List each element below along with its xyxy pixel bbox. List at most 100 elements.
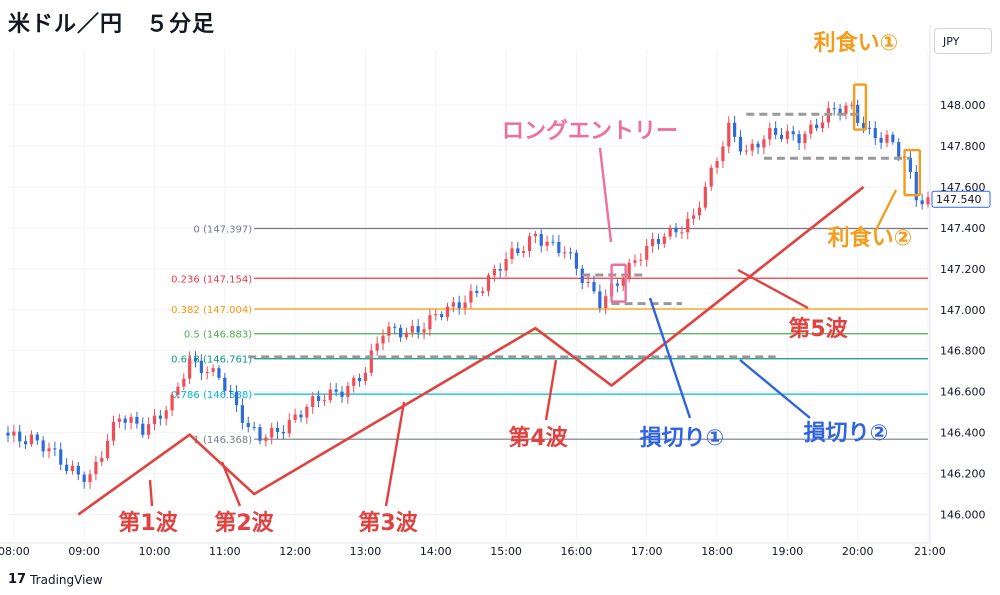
price-tick-label: 146.400	[940, 427, 986, 440]
annotation-connector	[598, 147, 613, 243]
candle-body	[70, 465, 75, 471]
candle-body	[703, 186, 707, 208]
candle-body	[182, 378, 186, 387]
time-tick-label: 19:00	[772, 545, 804, 558]
price-tick-label: 147.200	[940, 263, 986, 276]
time-tick-label: 14:00	[420, 545, 452, 558]
candle-body	[885, 134, 889, 143]
candle-body	[850, 104, 854, 106]
fib-level-label: 0.786 (146.588)	[171, 390, 252, 401]
candle-body	[147, 424, 151, 435]
annotation-label: 第4波	[508, 425, 568, 451]
time-tick-label: 21:00	[914, 545, 946, 558]
candle-body	[469, 290, 473, 303]
time-tick-label: 12:00	[279, 545, 311, 558]
candle-body	[404, 332, 409, 338]
candle-body	[393, 326, 397, 328]
candle-body	[533, 234, 537, 237]
candle-body	[281, 431, 286, 434]
candle-body	[88, 474, 92, 482]
candle-body	[639, 259, 643, 261]
fib-level-label: 0.5 (146.883)	[184, 330, 252, 341]
candle-body	[750, 143, 754, 151]
price-tick-label: 146.600	[940, 386, 986, 399]
candle-body	[486, 275, 491, 292]
take-profit-2-box	[903, 148, 921, 197]
candle-body	[369, 350, 373, 373]
candle-body	[141, 423, 145, 435]
candle-body	[481, 291, 485, 293]
overlays	[77, 83, 921, 516]
candle-body	[375, 343, 379, 351]
time-tick-label: 08:00	[0, 545, 30, 558]
candle-body	[779, 134, 784, 139]
candle-body	[686, 218, 690, 233]
annotation-connector	[384, 401, 406, 507]
candle-body	[363, 372, 368, 382]
tradingview-brand[interactable]: 17 TradingView	[8, 572, 103, 587]
candle-body	[803, 133, 807, 144]
candle-body	[152, 415, 157, 425]
candle-body	[59, 449, 63, 465]
candle-body	[516, 248, 520, 254]
candle-body	[100, 457, 104, 462]
candle-body	[6, 432, 10, 436]
candle-body	[158, 415, 162, 419]
candle-body	[522, 251, 526, 254]
time-tick-label: 17:00	[631, 545, 663, 558]
candle-body	[287, 420, 291, 434]
candle-body	[346, 385, 350, 397]
candle-body	[311, 396, 315, 407]
candle-body	[217, 368, 221, 378]
candle-body	[815, 124, 819, 129]
candle-body	[387, 326, 391, 336]
candle-body	[692, 215, 696, 219]
time-tick-label: 09:00	[68, 545, 100, 558]
candle-body	[258, 427, 262, 441]
candle-body	[867, 127, 872, 129]
candle-body	[410, 326, 414, 333]
candle-body	[897, 142, 901, 157]
fib-level-label: 1 (146.368)	[193, 435, 252, 446]
candle-body	[604, 296, 608, 308]
candle-body	[744, 150, 748, 152]
candle-body	[656, 239, 661, 244]
candle-body	[768, 127, 772, 140]
candle-body	[592, 281, 596, 292]
candle-body	[29, 434, 34, 445]
candle-body	[18, 431, 22, 442]
candle-body	[229, 390, 233, 392]
candle-body	[440, 314, 444, 318]
candle-body	[908, 157, 913, 172]
price-tick-label: 148.000	[940, 99, 986, 112]
candle-body	[135, 416, 139, 424]
candle-body	[223, 377, 227, 391]
candle-body	[527, 236, 532, 252]
candle-body	[820, 122, 825, 129]
fibonacci-retracement: 0 (147.397) 0.236 (147.154) 0.382 (147.004…	[171, 225, 928, 446]
fib-level-label: 0.618 (146.761)	[171, 355, 252, 366]
candle-body	[322, 400, 327, 402]
candle-body	[650, 239, 655, 246]
candle-body	[797, 134, 801, 144]
candle-body	[627, 262, 631, 280]
annotation-label: 利食い①	[814, 30, 899, 56]
candle-body	[293, 414, 297, 421]
brand-name: TradingView	[30, 572, 103, 587]
annotation-labels: ロングエントリー 利食い① 利食い② 損切り① 損切り② 第1波 第2波 第3波 第4波 第5波	[118, 30, 912, 536]
candle-body	[492, 269, 496, 276]
currency-button[interactable]: JPY	[934, 28, 992, 54]
annotation-label: 第5波	[788, 316, 848, 342]
long-entry-box	[610, 263, 627, 303]
candle-body	[586, 281, 590, 283]
candle-body	[680, 232, 684, 234]
candle-body	[111, 421, 116, 441]
candle-body	[545, 241, 549, 246]
time-tick-label: 10:00	[139, 545, 171, 558]
price-tick-label: 146.800	[940, 345, 986, 358]
candle-body	[762, 139, 766, 148]
candle-body	[129, 416, 133, 423]
candle-body	[785, 131, 789, 139]
annotation-label: 第1波	[118, 510, 178, 536]
